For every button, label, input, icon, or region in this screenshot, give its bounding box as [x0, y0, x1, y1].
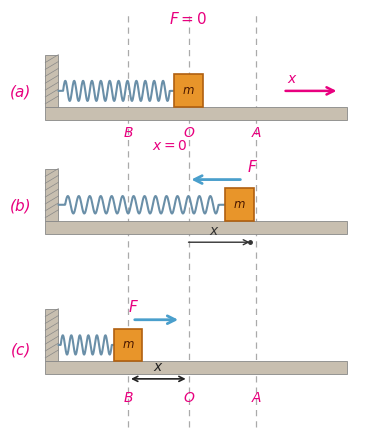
Bar [225, 188, 253, 221]
Text: (b): (b) [10, 198, 32, 213]
Text: $F$: $F$ [247, 159, 258, 175]
Text: O: O [183, 391, 194, 405]
Bar [45, 55, 58, 107]
Text: $x$: $x$ [287, 72, 297, 86]
Text: (c): (c) [11, 343, 31, 358]
Bar [45, 309, 58, 361]
Bar [45, 169, 58, 221]
Bar [114, 328, 143, 361]
Bar [45, 361, 347, 374]
Text: $x$: $x$ [208, 224, 219, 238]
Text: B: B [123, 126, 133, 140]
Text: $F = 0$: $F = 0$ [169, 11, 208, 27]
Bar [174, 74, 203, 107]
Bar [45, 221, 347, 234]
Text: $x$: $x$ [153, 360, 164, 374]
Text: $m$: $m$ [182, 85, 195, 97]
Text: $x = 0$: $x = 0$ [152, 139, 187, 153]
Bar [45, 107, 347, 120]
Text: (a): (a) [10, 85, 31, 99]
Text: $m$: $m$ [122, 339, 135, 351]
Text: A: A [251, 391, 261, 405]
Text: $m$: $m$ [233, 198, 246, 211]
Text: A: A [251, 126, 261, 140]
Text: $F$: $F$ [128, 299, 139, 315]
Text: O: O [183, 126, 194, 140]
Text: B: B [123, 391, 133, 405]
